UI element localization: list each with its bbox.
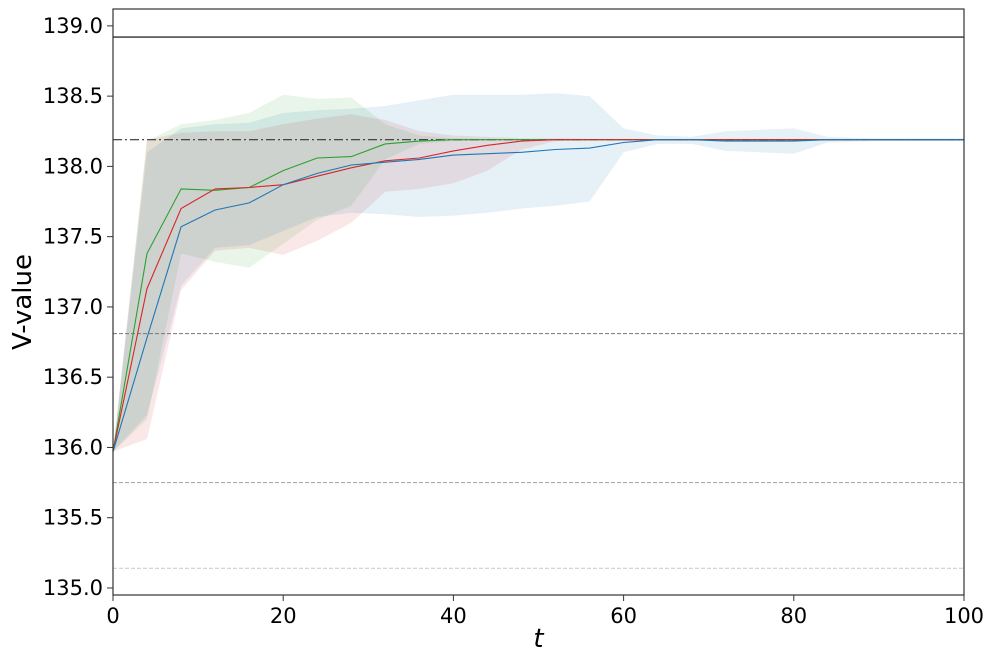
x-tick-label: 20 (270, 604, 297, 628)
confidence-bands (113, 93, 964, 452)
band-0 (113, 94, 964, 452)
series-line-1 (112, 139, 964, 452)
y-axis-ticks: 135.0 135.5 136.0 136.5 137.0 137.5 138.0 138.5… (43, 14, 113, 600)
y-tick-label: 137.5 (43, 225, 103, 249)
band-2 (113, 93, 964, 452)
x-tick-label: 100 (944, 604, 984, 628)
y-tick-label: 135.0 (43, 576, 103, 600)
y-tick-label: 139.0 (43, 14, 103, 38)
y-tick-label: 136.0 (43, 435, 103, 459)
y-tick-label: 136.5 (43, 365, 103, 389)
x-tick-label: 40 (440, 604, 467, 628)
y-tick-label: 135.5 (43, 506, 103, 530)
y-tick-label: 138.5 (43, 84, 103, 108)
x-axis-label: t (533, 624, 544, 654)
y-axis-label: V-value (8, 254, 38, 350)
x-axis-ticks: 0 20 40 60 80 100 (106, 595, 984, 628)
series-line-2 (112, 139, 964, 452)
x-tick-label: 0 (106, 604, 119, 628)
x-tick-label: 80 (780, 604, 807, 628)
series-lines (112, 139, 964, 452)
y-tick-label: 138.0 (43, 154, 103, 178)
band-1 (113, 114, 964, 452)
x-tick-label: 60 (610, 604, 637, 628)
plot-frame (112, 8, 965, 596)
y-tick-label: 137.0 (43, 295, 103, 319)
